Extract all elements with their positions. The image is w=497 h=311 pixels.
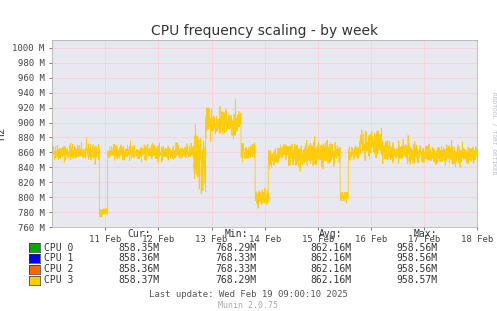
Text: Min:: Min: bbox=[224, 229, 248, 239]
Text: 862.16M: 862.16M bbox=[310, 275, 351, 285]
Text: 958.56M: 958.56M bbox=[396, 243, 437, 253]
Text: 768.33M: 768.33M bbox=[216, 253, 256, 263]
Text: 858.35M: 858.35M bbox=[119, 243, 160, 253]
Text: CPU 0: CPU 0 bbox=[44, 243, 73, 253]
Text: 862.16M: 862.16M bbox=[310, 253, 351, 263]
Text: 862.16M: 862.16M bbox=[310, 264, 351, 274]
Text: Avg:: Avg: bbox=[319, 229, 342, 239]
Text: Munin 2.0.75: Munin 2.0.75 bbox=[219, 301, 278, 310]
Text: 862.16M: 862.16M bbox=[310, 243, 351, 253]
Text: 768.29M: 768.29M bbox=[216, 275, 256, 285]
Text: CPU 3: CPU 3 bbox=[44, 275, 73, 285]
Title: CPU frequency scaling - by week: CPU frequency scaling - by week bbox=[151, 24, 378, 38]
Text: Cur:: Cur: bbox=[127, 229, 151, 239]
Text: RRDTOOL / TOBI OETIKER: RRDTOOL / TOBI OETIKER bbox=[491, 92, 496, 175]
Text: Max:: Max: bbox=[414, 229, 437, 239]
Text: 858.37M: 858.37M bbox=[119, 275, 160, 285]
Text: 768.29M: 768.29M bbox=[216, 243, 256, 253]
Text: Last update: Wed Feb 19 09:00:10 2025: Last update: Wed Feb 19 09:00:10 2025 bbox=[149, 290, 348, 299]
Text: CPU 1: CPU 1 bbox=[44, 253, 73, 263]
Text: 958.57M: 958.57M bbox=[396, 275, 437, 285]
Text: 858.36M: 858.36M bbox=[119, 264, 160, 274]
Text: CPU 2: CPU 2 bbox=[44, 264, 73, 274]
Y-axis label: Hz: Hz bbox=[0, 127, 7, 141]
Text: 958.56M: 958.56M bbox=[396, 253, 437, 263]
Text: 958.56M: 958.56M bbox=[396, 264, 437, 274]
Text: 858.36M: 858.36M bbox=[119, 253, 160, 263]
Text: 768.33M: 768.33M bbox=[216, 264, 256, 274]
